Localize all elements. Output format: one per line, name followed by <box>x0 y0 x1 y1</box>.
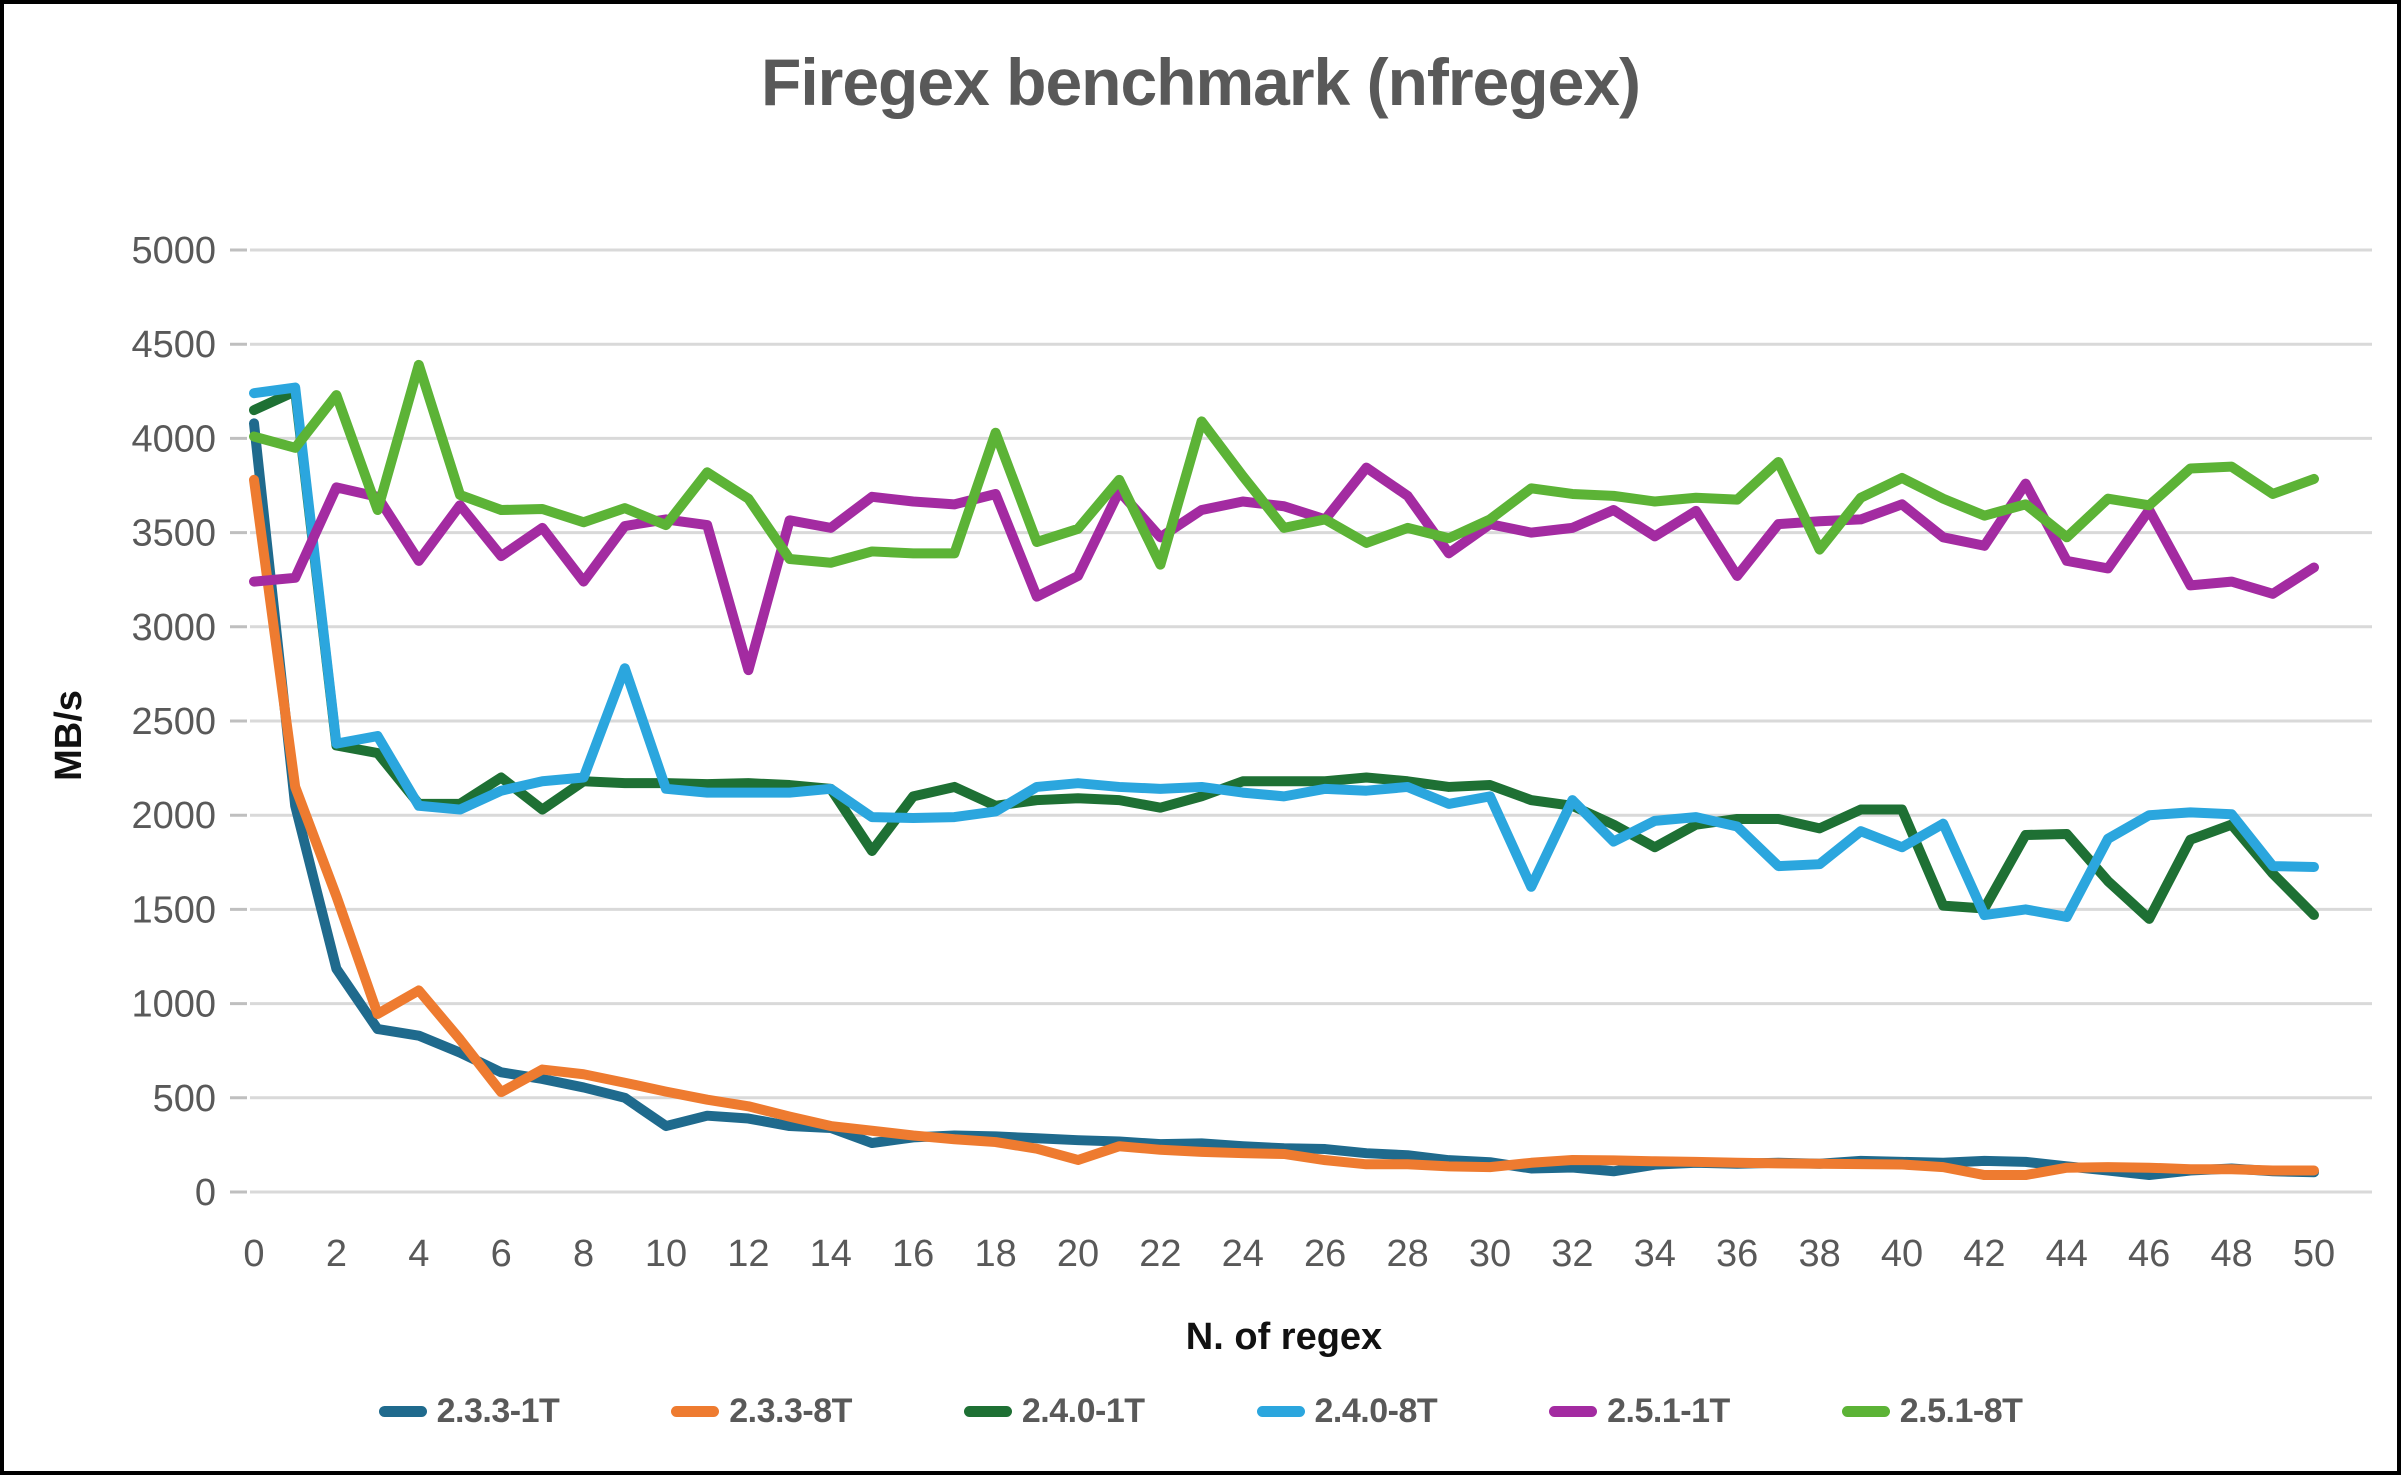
y-tick-label: 3500 <box>131 513 216 555</box>
series-line-2.5.1-8T <box>249 359 2319 570</box>
x-tick-label: 50 <box>2293 1233 2335 1275</box>
legend-swatch-icon <box>1256 1406 1305 1417</box>
legend-item-2.5.1-8T: 2.5.1-8T <box>1841 1392 2023 1431</box>
x-tick-label: 8 <box>573 1233 594 1275</box>
legend-swatch-icon <box>671 1406 720 1417</box>
x-axis-title: N. of regex <box>1185 1316 1383 1358</box>
y-tick-label: 500 <box>153 1078 216 1120</box>
y-tick-label: 1000 <box>131 984 216 1026</box>
legend-label: 2.3.3-8T <box>729 1392 852 1430</box>
x-tick-label: 10 <box>645 1233 687 1275</box>
x-tick-label: 6 <box>491 1233 512 1275</box>
legend-label: 2.5.1-8T <box>1899 1392 2023 1430</box>
legend-item-2.3.3-1T: 2.3.3-1T <box>378 1392 560 1431</box>
legend-label: 2.5.1-1T <box>1607 1392 1730 1430</box>
legend-label: 2.4.0-1T <box>1021 1392 1145 1430</box>
y-tick-label: 3000 <box>131 607 216 649</box>
y-axis-title: MB/s <box>47 690 90 781</box>
series-line-2.3.3-8T <box>249 474 2319 1181</box>
legend-label: 2.3.3-1T <box>436 1392 560 1430</box>
x-tick-label: 14 <box>810 1233 852 1275</box>
y-tick-label: 0 <box>195 1172 216 1214</box>
y-tick-label: 4500 <box>131 324 216 366</box>
x-tick-label: 34 <box>1634 1233 1676 1275</box>
legend-item-2.4.0-8T: 2.4.0-8T <box>1256 1392 1438 1431</box>
x-tick-label: 32 <box>1551 1233 1593 1275</box>
x-tick-label: 24 <box>1222 1233 1264 1275</box>
y-tick-label: 5000 <box>131 230 216 272</box>
series-line-2.4.0-1T <box>249 386 2319 924</box>
legend: 2.3.3-1T 2.3.3-8T 2.4.0-1T 2.4.0-8T 2.5.1-1T… <box>4 1392 2397 1431</box>
x-tick-label: 22 <box>1139 1233 1181 1275</box>
legend-item-2.3.3-8T: 2.3.3-8T <box>671 1392 852 1431</box>
series-line-2.3.3-1T <box>249 418 2319 1181</box>
x-tick-label: 48 <box>2210 1233 2252 1275</box>
y-tick-label: 4000 <box>131 418 216 460</box>
series-line-2.4.0-8T <box>249 382 2319 922</box>
x-tick-label: 16 <box>892 1233 934 1275</box>
x-tick-label: 42 <box>1963 1233 2005 1275</box>
legend-item-2.4.0-1T: 2.4.0-1T <box>963 1392 1145 1431</box>
legend-swatch-icon <box>1841 1406 1890 1417</box>
x-tick-label: 2 <box>326 1233 347 1275</box>
line-chart: 0500100015002000250030003500400045005000… <box>131 230 2372 1275</box>
chart-title: Firegex benchmark (nfregex) <box>761 45 1641 119</box>
x-tick-label: 4 <box>408 1233 429 1275</box>
legend-label: 2.4.0-8T <box>1314 1392 1438 1430</box>
y-tick-label: 2500 <box>131 701 216 743</box>
x-tick-label: 28 <box>1386 1233 1428 1275</box>
series-line-2.5.1-1T <box>249 462 2319 676</box>
legend-item-2.5.1-1T: 2.5.1-1T <box>1549 1392 1730 1431</box>
legend-swatch-icon <box>1549 1406 1598 1417</box>
x-tick-label: 12 <box>727 1233 769 1275</box>
y-tick-label: 2000 <box>131 795 216 837</box>
x-tick-label: 30 <box>1469 1233 1511 1275</box>
x-tick-label: 40 <box>1881 1233 1923 1275</box>
legend-swatch-icon <box>378 1406 427 1417</box>
legend-swatch-icon <box>963 1406 1012 1417</box>
x-tick-label: 20 <box>1057 1233 1099 1275</box>
y-tick-label: 1500 <box>131 889 216 931</box>
x-tick-label: 44 <box>2046 1233 2088 1275</box>
x-tick-label: 26 <box>1304 1233 1346 1275</box>
x-tick-label: 18 <box>974 1233 1016 1275</box>
x-tick-label: 46 <box>2128 1233 2170 1275</box>
x-tick-label: 0 <box>243 1233 264 1275</box>
x-tick-label: 38 <box>1798 1233 1840 1275</box>
x-tick-label: 36 <box>1716 1233 1758 1275</box>
